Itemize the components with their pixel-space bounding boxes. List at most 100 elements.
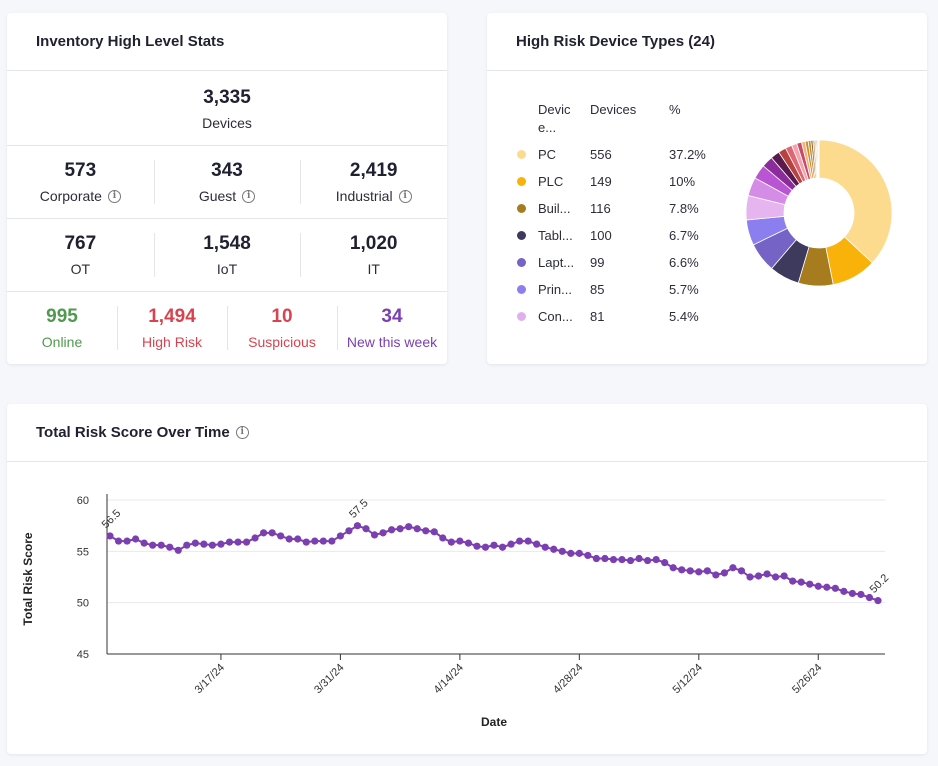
stat-iot[interactable]: 1,548 IoT: [153, 219, 301, 291]
stat-suspicious[interactable]: 10 Suspicious: [227, 292, 337, 364]
legend-swatch: [517, 312, 526, 321]
data-point: [558, 547, 566, 555]
data-point: [831, 584, 839, 592]
device-count: 556: [590, 147, 612, 162]
donut-slice[interactable]: [817, 139, 820, 179]
info-icon[interactable]: i: [107, 189, 121, 203]
column-header-percent[interactable]: %: [669, 102, 681, 117]
stat-value: 995: [46, 306, 78, 327]
info-icon[interactable]: i: [235, 426, 249, 439]
stat-total-devices[interactable]: 3,335 Devices: [7, 72, 447, 145]
stat-value: 573: [64, 160, 97, 181]
x-tick-label: 3/31/24: [312, 662, 346, 696]
data-point: [712, 571, 720, 579]
data-point: [447, 538, 455, 546]
data-point: [763, 570, 771, 578]
data-point: [814, 582, 822, 590]
device-percent: 7.8%: [669, 201, 699, 216]
data-point: [353, 522, 362, 530]
x-tick-label: 5/12/24: [670, 662, 704, 696]
stat-value: 1,494: [148, 306, 196, 327]
data-point: [848, 589, 857, 598]
info-icon[interactable]: i: [242, 189, 256, 203]
data-point: [183, 541, 191, 549]
stat-online[interactable]: 995 Online: [7, 292, 117, 364]
data-point: [166, 543, 174, 551]
device-percent: 6.6%: [669, 255, 699, 270]
table-row[interactable]: Con... 81 5.4%: [517, 303, 712, 330]
legend-swatch: [517, 150, 526, 159]
device-types-table[interactable]: Devic e... Devices % PC 556 37.2% PLC 149 10% B…: [517, 101, 712, 341]
table-row[interactable]: Lapt... 99 6.6%: [517, 249, 712, 276]
data-point: [217, 540, 225, 548]
data-point: [456, 537, 464, 545]
table-row[interactable]: PLC 149 10%: [517, 168, 712, 195]
data-point: [294, 535, 302, 543]
data-label: 50.2: [868, 572, 892, 596]
device-percent: 5.4%: [669, 309, 699, 324]
data-point: [396, 525, 404, 533]
x-axis-label: Date: [481, 715, 507, 729]
legend-swatch: [517, 177, 526, 186]
table-row[interactable]: PC 556 37.2%: [517, 141, 712, 168]
data-point: [225, 538, 234, 546]
data-point: [336, 532, 344, 540]
data-point: [729, 564, 737, 572]
stat-label: Online: [41, 334, 83, 350]
high-risk-card-title: High Risk Device Types (24): [487, 13, 927, 71]
stat-guest[interactable]: 343 Guest i: [153, 146, 301, 218]
data-point: [789, 577, 797, 585]
data-point: [772, 573, 780, 581]
device-types-donut-chart[interactable]: [744, 138, 894, 288]
table-row[interactable]: Buil... 116 7.8%: [517, 195, 712, 222]
stat-new-this-week[interactable]: 34 New this week: [337, 292, 447, 364]
device-type-name: Lapt...: [538, 255, 575, 270]
stat-label: Suspicious: [248, 334, 316, 350]
data-point: [328, 537, 336, 545]
data-point: [754, 572, 763, 580]
device-type-name: Con...: [538, 309, 573, 324]
data-point: [200, 540, 208, 548]
device-count: 81: [590, 309, 605, 324]
donut-slice[interactable]: [818, 139, 893, 264]
risk-score-line-chart[interactable]: 45 50 55 60 3/17/24 3/31/24 4/14/24 4/28/24 5/12…: [7, 464, 927, 754]
data-point: [362, 525, 370, 533]
stat-label: Guest i: [198, 188, 256, 204]
x-tick-label: 5/26/24: [790, 662, 824, 696]
stat-high-risk[interactable]: 1,494 High Risk: [117, 292, 227, 364]
data-point: [626, 556, 635, 565]
column-header-device[interactable]: Devic e...: [538, 101, 590, 141]
data-point: [498, 543, 507, 551]
data-point: [840, 587, 848, 595]
table-header: Devic e... Devices %: [517, 101, 712, 141]
stat-corporate[interactable]: 573 Corporate i: [7, 146, 154, 218]
data-point: [260, 529, 268, 537]
device-count: 99: [590, 255, 605, 270]
data-point: [516, 537, 524, 545]
legend-swatch: [517, 258, 526, 267]
data-point: [780, 572, 788, 580]
risk-card-header: Total Risk Score Over Time i: [7, 404, 927, 462]
column-header-devices[interactable]: Devices: [590, 102, 637, 117]
data-point: [524, 537, 532, 545]
data-point: [439, 534, 447, 542]
data-point: [618, 555, 626, 564]
data-point: [541, 543, 549, 551]
inventory-total-row: 3,335 Devices: [7, 72, 447, 146]
stat-label-text: Guest: [198, 188, 237, 204]
device-type-name: PLC: [538, 174, 564, 189]
data-point: [720, 569, 729, 577]
table-row[interactable]: Tabl... 100 6.7%: [517, 222, 712, 249]
stat-it[interactable]: 1,020 IT: [300, 219, 447, 291]
data-point: [473, 542, 481, 550]
inventory-status-row: 995 Online 1,494 High Risk 10 Suspicious…: [7, 292, 447, 364]
stat-ot[interactable]: 767 OT: [7, 219, 154, 291]
stat-industrial[interactable]: 2,419 Industrial i: [300, 146, 447, 218]
data-point: [652, 555, 660, 564]
table-row[interactable]: Prin... 85 5.7%: [517, 276, 712, 303]
data-point: [413, 525, 421, 533]
data-label: 56.5: [100, 507, 124, 531]
data-point: [422, 527, 430, 535]
device-count: 100: [590, 228, 612, 243]
info-icon[interactable]: i: [398, 189, 412, 203]
